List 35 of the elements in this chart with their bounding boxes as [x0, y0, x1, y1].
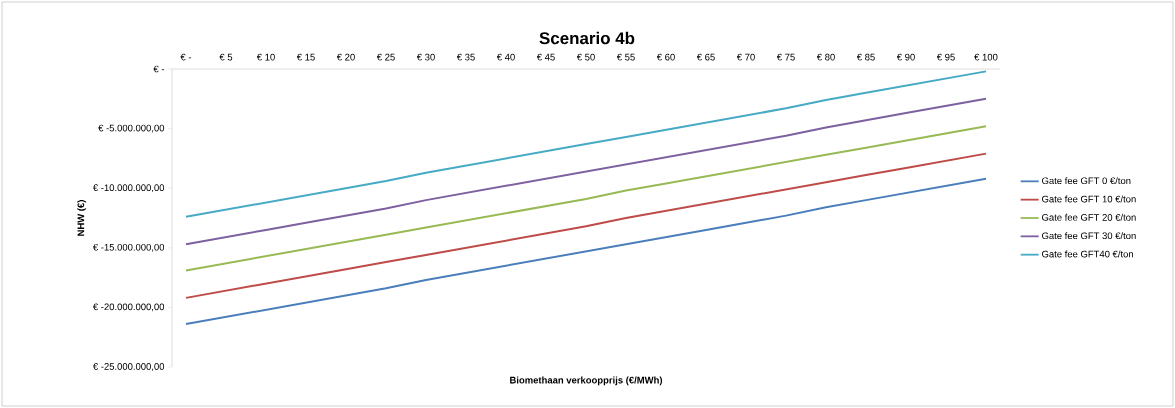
y-tick-label: € -10.000.000,00	[92, 184, 165, 193]
x-tick-label: € 40	[496, 53, 515, 61]
y-tick-label: € -20.000.000,00	[92, 303, 165, 312]
y-tick-label: € -25.000.000,00	[92, 363, 165, 371]
legend-label: Gate fee GFT 20 €/ton	[1042, 213, 1136, 221]
legend-label: Gate fee GFT 10 €/ton	[1042, 195, 1136, 203]
legend-label: Gate fee GFT 0 €/ton	[1042, 177, 1131, 185]
x-tick-label: € 100	[974, 53, 998, 61]
y-tick-label: € -	[153, 65, 165, 73]
legend-label: Gate fee GFT 30 €/ton	[1042, 232, 1136, 240]
x-tick-label: € 5	[219, 53, 233, 61]
x-tick-label: € 90	[896, 53, 915, 61]
x-tick-label: € -	[180, 53, 192, 61]
x-tick-label: € 85	[856, 53, 875, 61]
x-axis-title: Biomethaan verkoopprijs (€/MWh)	[510, 376, 663, 386]
x-tick-label: € 70	[736, 53, 755, 61]
x-tick-label: € 45	[536, 53, 555, 61]
y-tick-label: € -15.000.000,00	[92, 243, 165, 252]
x-tick-label: € 80	[816, 53, 835, 61]
y-tick-label: € -5.000.000,00	[98, 124, 165, 133]
x-tick-label: € 95	[936, 53, 955, 61]
legend-label: Gate fee GFT40 €/ton	[1042, 250, 1134, 258]
y-axis-title: NHW (€)	[77, 200, 87, 236]
x-tick-label: € 30	[416, 53, 435, 61]
x-tick-label: € 10	[256, 53, 275, 61]
x-tick-label: € 35	[456, 53, 475, 61]
x-tick-label: € 75	[776, 53, 795, 61]
chart-title: Scenario 4b	[539, 31, 635, 45]
x-tick-label: € 20	[336, 53, 355, 61]
x-tick-label: € 60	[656, 53, 675, 61]
x-tick-label: € 65	[696, 53, 715, 61]
x-tick-label: € 50	[576, 53, 595, 61]
x-tick-label: € 15	[296, 53, 315, 61]
x-tick-label: € 55	[616, 53, 635, 61]
x-tick-label: € 25	[376, 53, 395, 61]
